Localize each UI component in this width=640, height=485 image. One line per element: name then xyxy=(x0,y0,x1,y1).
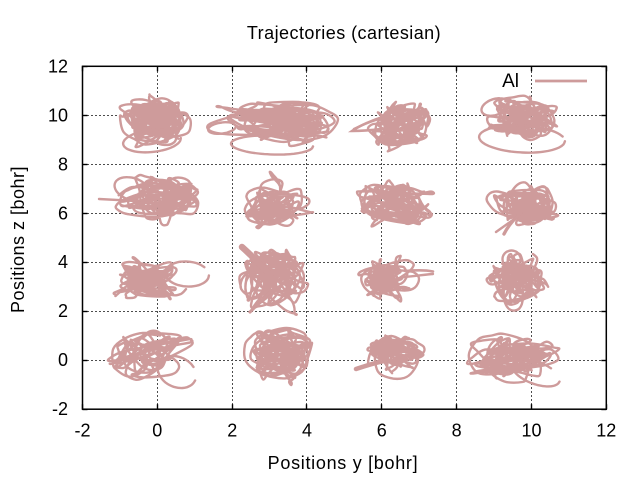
svg-text:6: 6 xyxy=(58,203,68,223)
svg-text:12: 12 xyxy=(48,56,68,76)
svg-text:Al: Al xyxy=(502,71,519,92)
svg-text:Positions y [bohr]: Positions y [bohr] xyxy=(268,453,419,473)
svg-text:4: 4 xyxy=(58,252,68,272)
svg-text:8: 8 xyxy=(452,421,462,441)
svg-text:0: 0 xyxy=(152,421,162,441)
svg-text:Positions z [bohr]: Positions z [bohr] xyxy=(8,166,28,313)
svg-text:-2: -2 xyxy=(74,421,90,441)
svg-text:6: 6 xyxy=(377,421,387,441)
svg-text:10: 10 xyxy=(48,105,68,125)
svg-text:2: 2 xyxy=(227,421,237,441)
svg-text:2: 2 xyxy=(58,301,68,321)
svg-text:0: 0 xyxy=(58,350,68,370)
svg-text:12: 12 xyxy=(596,421,616,441)
svg-text:10: 10 xyxy=(521,421,541,441)
svg-text:4: 4 xyxy=(302,421,312,441)
svg-text:8: 8 xyxy=(58,154,68,174)
svg-text:-2: -2 xyxy=(52,399,68,419)
svg-text:Trajectories (cartesian): Trajectories (cartesian) xyxy=(247,23,441,43)
